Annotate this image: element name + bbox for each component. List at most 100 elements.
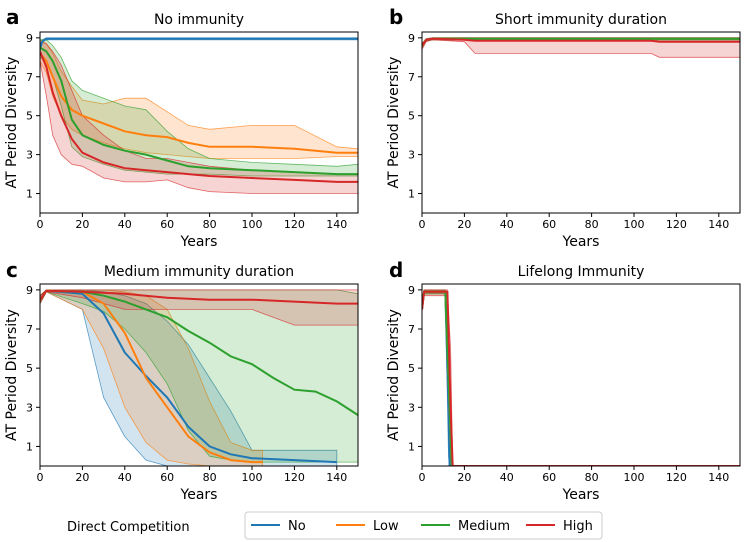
y-axis-label: AT Period Diversity [4,309,20,441]
x-tick-label: 120 [666,218,687,231]
legend: No Low Medium High [244,511,603,540]
panel-d: Lifelong Immunity 0 20 40 60 80 100 120 140 1 3 5 7 9… [386,264,741,503]
y-tick-label: 5 [26,110,33,123]
y-tick-label: 1 [26,188,33,201]
x-axis-label: Years [180,234,218,250]
panel-title: No immunity [154,12,244,28]
band-high [40,41,358,194]
axes-frame [421,31,741,214]
x-tick-label: 60 [160,471,174,484]
y-tick-label: 7 [408,71,415,84]
y-axis-label: AT Period Diversity [386,309,402,441]
panel-letter-a: a [6,5,20,29]
x-tick-label: 80 [585,471,599,484]
x-tick-label: 100 [242,218,263,231]
line-high [422,290,740,466]
x-tick-label: 100 [624,471,645,484]
x-tick-label: 120 [666,471,687,484]
x-axis-label: Years [562,487,600,503]
panel-letter-b: b [389,5,403,29]
y-tick-label: 5 [408,362,415,375]
x-tick-label: 20 [75,471,89,484]
x-tick-label: 0 [419,471,426,484]
x-tick-label: 0 [419,218,426,231]
x-tick-label: 0 [37,218,44,231]
x-tick-label: 100 [624,218,645,231]
y-tick-label: 3 [408,149,415,162]
x-tick-label: 140 [326,218,347,231]
x-tick-label: 40 [118,218,132,231]
x-tick-label: 40 [500,218,514,231]
y-tick-label: 1 [408,188,415,201]
x-axis-label: Years [180,487,218,503]
y-tick-label: 3 [408,401,415,414]
legend-label-no: No [288,519,306,534]
x-tick-label: 140 [326,471,347,484]
y-tick-label: 9 [26,284,33,297]
plot-area [422,37,740,58]
x-tick-label: 120 [284,471,305,484]
y-tick-label: 7 [26,323,33,336]
x-tick-label: 140 [708,218,729,231]
axes-frame [421,283,741,467]
x-tick-label: 0 [37,471,44,484]
line-high [422,37,740,47]
y-tick-label: 7 [408,323,415,336]
line-no [40,37,358,50]
y-axis-label: AT Period Diversity [386,57,402,189]
x-tick-label: 60 [542,471,556,484]
x-tick-label: 80 [203,218,217,231]
panel-title: Lifelong Immunity [518,264,645,280]
panel-letter-c: c [6,258,18,282]
band-medium [422,289,740,466]
y-tick-label: 9 [408,284,415,297]
y-tick-label: 3 [26,401,33,414]
line-high [40,289,358,305]
y-tick-label: 9 [26,32,33,45]
x-axis-label: Years [562,234,600,250]
plot-area [422,289,740,466]
x-tick-label: 40 [500,471,514,484]
line-medium [40,289,358,416]
y-tick-label: 7 [26,71,33,84]
x-tick-label: 60 [542,218,556,231]
y-tick-label: 1 [408,440,415,453]
legend-label-low: Low [373,519,399,534]
panel-title: Medium immunity duration [104,264,294,280]
x-tick-label: 20 [457,471,471,484]
x-tick-label: 20 [75,218,89,231]
y-tick-label: 1 [26,440,33,453]
band-high [40,289,358,326]
panel-c: Medium immunity duration 0 20 40 60 80 100 120 1… [4,264,359,503]
band-medium [40,39,358,177]
band-no [40,37,358,52]
line-low [40,52,358,154]
line-high [40,51,358,183]
line-low [422,290,740,466]
y-tick-label: 5 [26,362,33,375]
y-tick-label: 3 [26,149,33,162]
panel-letter-d: d [389,258,403,282]
panel-a: No immunity 0 20 40 60 80 100 120 140 1 3 5 7 9 Years A… [4,12,359,250]
line-medium [422,290,740,466]
y-tick-label: 9 [408,32,415,45]
x-tick-label: 40 [118,471,132,484]
x-tick-label: 60 [160,218,174,231]
band-high [422,289,740,466]
y-axis-label: AT Period Diversity [4,57,20,189]
x-tick-label: 140 [708,471,729,484]
x-tick-label: 120 [284,218,305,231]
y-tick-label: 5 [408,110,415,123]
axes-frame [39,31,359,214]
line-no [422,290,740,466]
x-tick-label: 20 [457,218,471,231]
panel-title: Short immunity duration [495,12,667,28]
x-tick-label: 80 [585,218,599,231]
legend-label-medium: Medium [458,519,510,534]
plot-area [40,37,358,194]
band-low [40,289,263,466]
line-no [40,289,337,464]
band-no [422,289,740,466]
legend-title: Direct Competition [67,520,190,535]
